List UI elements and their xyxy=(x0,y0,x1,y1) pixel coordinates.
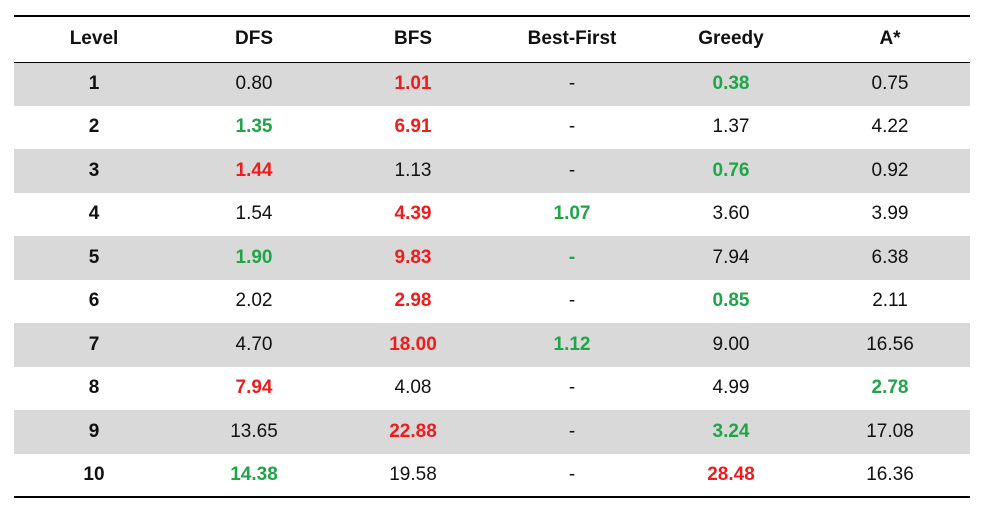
cell-dfs: 14.38 xyxy=(230,463,278,485)
results-table: Level DFS BFS Best-First Greedy A* 1 0.80… xyxy=(14,15,970,498)
cell-greedy: 28.48 xyxy=(707,463,755,485)
cell-astar: 16.36 xyxy=(866,463,914,485)
cell-astar: 2.11 xyxy=(872,290,908,312)
cell-astar: 0.92 xyxy=(871,159,909,181)
table-row: 4 1.54 4.39 1.07 3.60 3.99 xyxy=(14,193,970,237)
cell-best-first: - xyxy=(568,159,576,181)
header-level: Level xyxy=(69,28,119,50)
cell-level: 9 xyxy=(88,420,100,442)
cell-astar: 2.78 xyxy=(871,377,909,399)
cell-astar: 6.38 xyxy=(871,246,909,268)
cell-best-first: 1.07 xyxy=(553,203,591,225)
cell-bfs: 19.58 xyxy=(389,463,437,485)
cell-level: 7 xyxy=(88,333,100,355)
cell-bfs: 6.91 xyxy=(394,116,432,138)
header-row: Level DFS BFS Best-First Greedy A* xyxy=(14,16,970,62)
cell-greedy: 3.24 xyxy=(712,420,750,442)
cell-level: 6 xyxy=(88,290,100,312)
cell-best-first: - xyxy=(568,290,576,312)
cell-astar: 3.99 xyxy=(871,203,909,225)
header-astar: A* xyxy=(879,28,901,50)
cell-bfs: 1.01 xyxy=(394,73,432,94)
table-header: Level DFS BFS Best-First Greedy A* xyxy=(14,16,970,62)
cell-best-first: - xyxy=(568,377,576,399)
cell-best-first: - xyxy=(568,463,576,485)
header-greedy: Greedy xyxy=(698,28,764,50)
cell-astar: 4.22 xyxy=(871,116,909,138)
cell-greedy: 3.60 xyxy=(712,203,750,225)
cell-dfs: 7.94 xyxy=(235,377,273,399)
cell-astar: 16.56 xyxy=(866,333,914,355)
table-row: 7 4.70 18.00 1.12 9.00 16.56 xyxy=(14,323,970,367)
cell-dfs: 1.44 xyxy=(235,159,273,181)
cell-best-first: - xyxy=(568,73,576,94)
cell-bfs: 4.39 xyxy=(394,203,432,225)
cell-greedy: 0.38 xyxy=(712,73,750,94)
cell-greedy: 9.00 xyxy=(712,333,750,355)
header-bfs: BFS xyxy=(394,28,432,50)
table-row: 5 1.90 9.83 - 7.94 6.38 xyxy=(14,236,970,280)
table-row: 8 7.94 4.08 - 4.99 2.78 xyxy=(14,367,970,411)
cell-level: 8 xyxy=(88,377,100,399)
table-body: 1 0.80 1.01 - 0.38 0.75 2 1.35 6.91 - 1.37 4.22 3 1.4… xyxy=(14,62,970,497)
cell-dfs: 1.35 xyxy=(235,116,273,138)
results-table-container: Level DFS BFS Best-First Greedy A* 1 0.80… xyxy=(14,15,970,498)
cell-bfs: 18.00 xyxy=(389,333,437,355)
cell-dfs: 13.65 xyxy=(230,420,278,442)
cell-dfs: 4.70 xyxy=(235,333,273,355)
cell-best-first: - xyxy=(568,246,576,268)
cell-best-first: 1.12 xyxy=(553,333,591,355)
cell-greedy: 0.85 xyxy=(712,290,750,312)
cell-best-first: - xyxy=(568,420,576,442)
cell-bfs: 1.13 xyxy=(394,159,432,181)
cell-dfs: 1.90 xyxy=(235,246,273,268)
cell-level: 2 xyxy=(88,116,100,138)
cell-greedy: 4.99 xyxy=(712,377,750,399)
header-best-first: Best-First xyxy=(527,28,617,50)
cell-best-first: - xyxy=(568,116,576,138)
table-row: 2 1.35 6.91 - 1.37 4.22 xyxy=(14,106,970,150)
cell-greedy: 0.76 xyxy=(712,159,750,181)
cell-dfs: 1.54 xyxy=(235,203,273,225)
header-dfs: DFS xyxy=(235,28,273,50)
table-row: 3 1.44 1.13 - 0.76 0.92 xyxy=(14,149,970,193)
cell-dfs: 2.02 xyxy=(235,290,273,312)
cell-dfs: 0.80 xyxy=(235,73,273,94)
cell-level: 4 xyxy=(88,203,100,225)
cell-level: 1 xyxy=(88,73,100,94)
cell-level: 3 xyxy=(88,159,100,181)
cell-bfs: 2.98 xyxy=(394,290,432,312)
table-row: 10 14.38 19.58 - 28.48 16.36 xyxy=(14,454,970,498)
cell-astar: 0.75 xyxy=(871,73,909,94)
cell-bfs: 9.83 xyxy=(394,246,432,268)
table-row: 6 2.02 2.98 - 0.85 2.11 xyxy=(14,280,970,324)
cell-greedy: 1.37 xyxy=(712,116,750,138)
table-row: 9 13.65 22.88 - 3.24 17.08 xyxy=(14,410,970,454)
cell-greedy: 7.94 xyxy=(712,246,750,268)
cell-level: 5 xyxy=(88,246,100,268)
cell-bfs: 4.08 xyxy=(394,377,432,399)
cell-level: 10 xyxy=(83,463,105,485)
cell-bfs: 22.88 xyxy=(389,420,437,442)
table-row: 1 0.80 1.01 - 0.38 0.75 xyxy=(14,62,970,106)
cell-astar: 17.08 xyxy=(866,420,914,442)
